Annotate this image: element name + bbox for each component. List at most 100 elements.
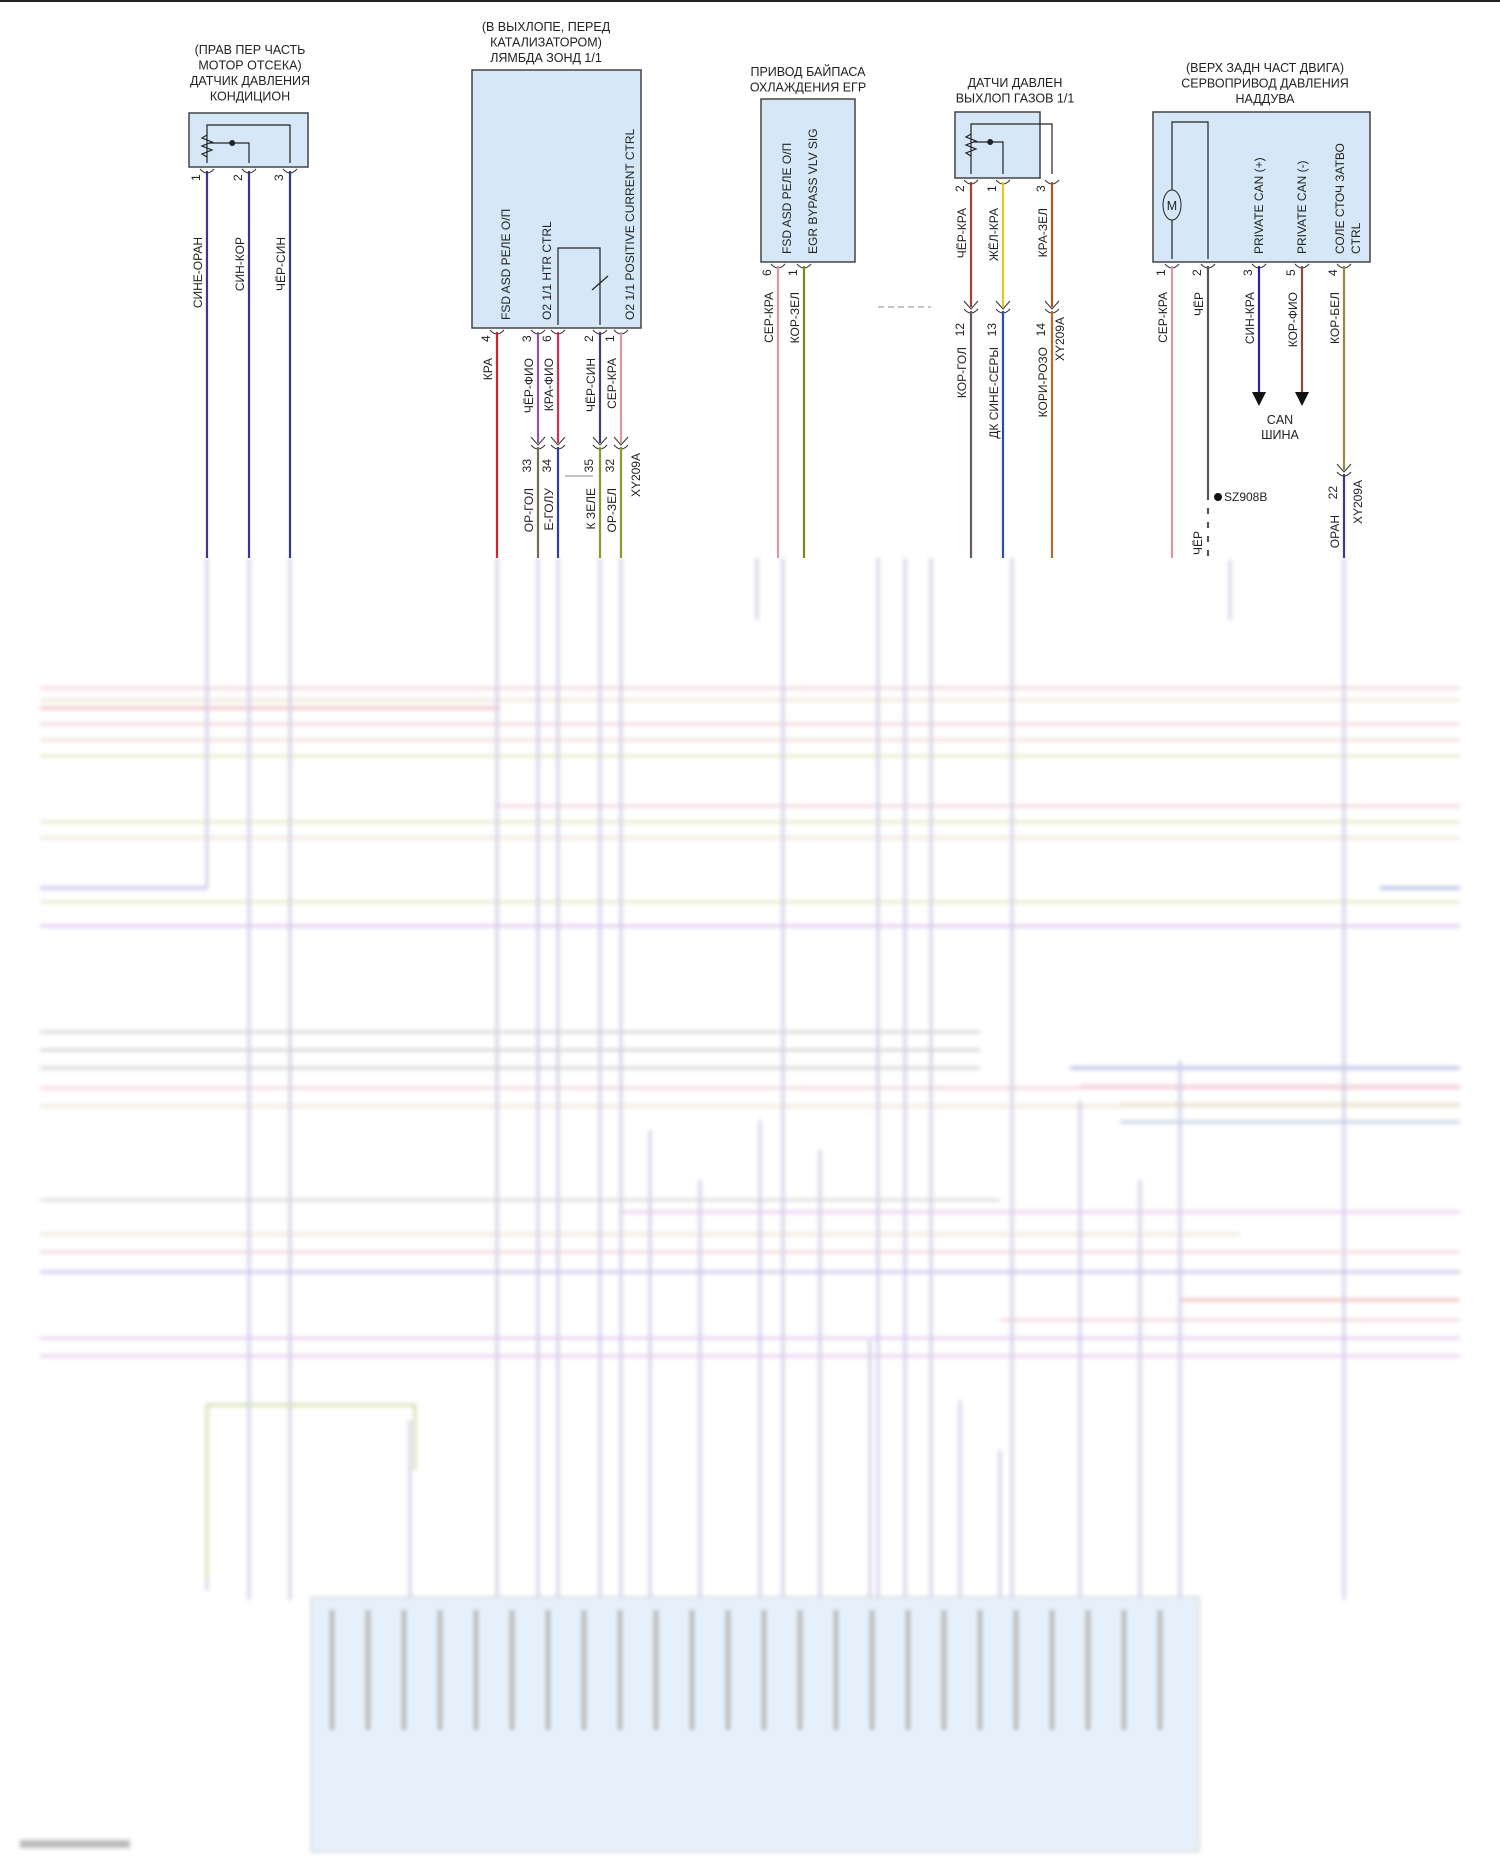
component-box	[471, 69, 642, 329]
connector-id: XY209A	[1351, 480, 1365, 524]
component-title: ПРИВОД БАЙПАСА	[750, 64, 866, 79]
connector-pin-number: 34	[540, 459, 554, 473]
splice-label: SZ908B	[1224, 490, 1267, 504]
connector-pin-number: 12	[953, 323, 967, 337]
component-3: ДАТЧИ ДАВЛЕН ВЫХЛОП ГАЗОВ 1/1 2 ЧЁР-КРА 12 КО…	[953, 76, 1074, 558]
pin-number: 3	[1034, 185, 1048, 192]
wire-color-label: ОРАН	[1328, 515, 1342, 548]
component-title: МОТОР ОТСЕКА)	[198, 59, 301, 73]
blurred-wire	[205, 1403, 417, 1580]
blurred-pin-label	[690, 1610, 694, 1730]
pin-number: 1	[985, 185, 999, 192]
pin-number: 1	[603, 335, 617, 342]
pin-number: 1	[189, 174, 203, 181]
wire-color-label: ЧЁР-СИН	[274, 237, 288, 291]
component-title: ДАТЧИ ДАВЛЕН	[968, 76, 1063, 90]
pin-number: 6	[540, 335, 554, 342]
component-title: ДАТЧИК ДАВЛЕНИЯ	[190, 74, 310, 88]
blurred-pin-label	[618, 1610, 622, 1730]
blurred-pin-label	[762, 1610, 766, 1730]
connector-pin-number: 33	[520, 459, 534, 473]
blurred-pin-label	[870, 1610, 874, 1730]
wire-color-label: КОР-БЕЛ	[1328, 292, 1342, 344]
component-title: ЛЯМБДА ЗОНД 1/1	[490, 51, 602, 65]
pin-number: 3	[520, 335, 534, 342]
pin-number: 2	[582, 335, 596, 342]
connector-pin-number: 32	[603, 459, 617, 473]
blurred-pin-label	[402, 1610, 406, 1730]
blurred-pin-label	[1014, 1610, 1018, 1730]
wire-color-label: ЧЁР	[1192, 292, 1206, 316]
blurred-pin-label	[1158, 1610, 1162, 1730]
blurred-pin-label	[978, 1610, 982, 1730]
pin-function-label: O2 1/1 POSITIVE CURRENT CTRL	[623, 129, 637, 320]
pin-function-label: PRIVATE CAN (-)	[1295, 160, 1309, 254]
blurred-pin-label	[1122, 1610, 1126, 1730]
connector-pin-number: 14	[1034, 323, 1048, 337]
can-bus-label: CAN	[1267, 413, 1293, 427]
pin-function-label: СОЛЕ СТОЧ ЗАТВО	[1333, 143, 1347, 254]
wire-color-label: ЧЁР-СИН	[584, 358, 598, 412]
wire-color-label: СИНЕ-ОРАН	[191, 237, 205, 308]
connector-pin-number: 13	[985, 323, 999, 337]
blurred-pin-label	[438, 1610, 442, 1730]
wire-color-label: ЧЁР	[1191, 531, 1205, 555]
pin-number: 4	[479, 335, 493, 342]
wire-color-label: КРА-ЗЕЛ	[1036, 208, 1050, 257]
wire-color-label: ЧЁР-КРА	[955, 208, 969, 258]
visible-components: (ПРАВ ПЕР ЧАСТЬ МОТОР ОТСЕКА)ДАТЧИК ДАВЛЕ…	[188, 20, 1371, 558]
wire-color-label: ОР-ЗЕЛ	[605, 488, 619, 532]
wire-color-label: СЕР-КРА	[1156, 292, 1170, 343]
motor-label: M	[1167, 199, 1177, 213]
connector-id: XY209A	[1053, 317, 1067, 361]
top-border	[0, 0, 1500, 2]
blurred-pin-label	[834, 1610, 838, 1730]
blurred-pin-label	[582, 1610, 586, 1730]
component-2: ПРИВОД БАЙПАСА ОХЛАЖДЕНИЯ ЕГР FSD ASD РЕЛЕ…	[750, 64, 866, 558]
blurred-pin-label	[726, 1610, 730, 1730]
component-0: (ПРАВ ПЕР ЧАСТЬ МОТОР ОТСЕКА)ДАТЧИК ДАВЛЕ…	[188, 43, 310, 558]
junction-dot	[987, 139, 994, 145]
wire-color-label: КОР-ФИО	[1286, 292, 1300, 347]
blurred-pin-label	[942, 1610, 946, 1730]
blurred-pin-label	[798, 1610, 802, 1730]
wire-color-label: ЧЁР-ФИО	[522, 358, 536, 413]
wire-color-label: КОРИ-РОЗО	[1036, 347, 1050, 417]
blurred-pin-label	[1050, 1610, 1054, 1730]
pin-function-label: O2 1/1 HTR CTRL	[540, 221, 554, 320]
component-title: НАДДУВА	[1235, 92, 1295, 106]
wire-color-label: КРА	[481, 358, 495, 380]
wire-color-label: К ЗЕЛЕ	[584, 488, 598, 529]
blurred-pin-label	[546, 1610, 550, 1730]
wire-color-label: ЖЁЛ-КРА	[987, 208, 1001, 261]
pin-number: 4	[1326, 269, 1340, 276]
arrow-down-icon	[1252, 392, 1266, 406]
blurred-pin-label	[1086, 1610, 1090, 1730]
pin-number: 6	[760, 269, 774, 276]
component-title: КОНДИЦИОН	[210, 90, 290, 104]
junction-dot	[229, 140, 236, 146]
pin-function-label: CTRL	[1349, 222, 1363, 254]
component-title: ОХЛАЖДЕНИЯ ЕГР	[750, 81, 866, 95]
pin-number: 2	[231, 174, 245, 181]
wire-color-label: СЕР-КРА	[605, 358, 619, 409]
blurred-lower-section	[20, 558, 1460, 1853]
pin-number: 2	[1190, 269, 1204, 276]
component-title: КАТАЛИЗАТОРОМ)	[490, 36, 602, 50]
component-box	[760, 98, 856, 263]
component-box	[954, 111, 1041, 179]
wire-color-label: КОР-ГОЛ	[955, 347, 969, 398]
wire-color-label: КРА-ФИО	[542, 358, 556, 411]
pin-number: 3	[1241, 269, 1255, 276]
pin-function-label: FSD ASD РЕЛЕ О/П	[780, 143, 794, 254]
pin-number: 3	[272, 174, 286, 181]
can-bus-label: ШИНА	[1261, 428, 1299, 442]
wire-color-label: СИН-КРА	[1243, 292, 1257, 344]
pin-number: 1	[786, 269, 800, 276]
sensor-resistor-icon	[964, 123, 1053, 174]
connector-id: XY209A	[629, 453, 643, 497]
blurred-pin-label	[366, 1610, 370, 1730]
wire-color-label: КОР-ЗЕЛ	[788, 292, 802, 343]
blurred-pin-label	[330, 1610, 334, 1730]
